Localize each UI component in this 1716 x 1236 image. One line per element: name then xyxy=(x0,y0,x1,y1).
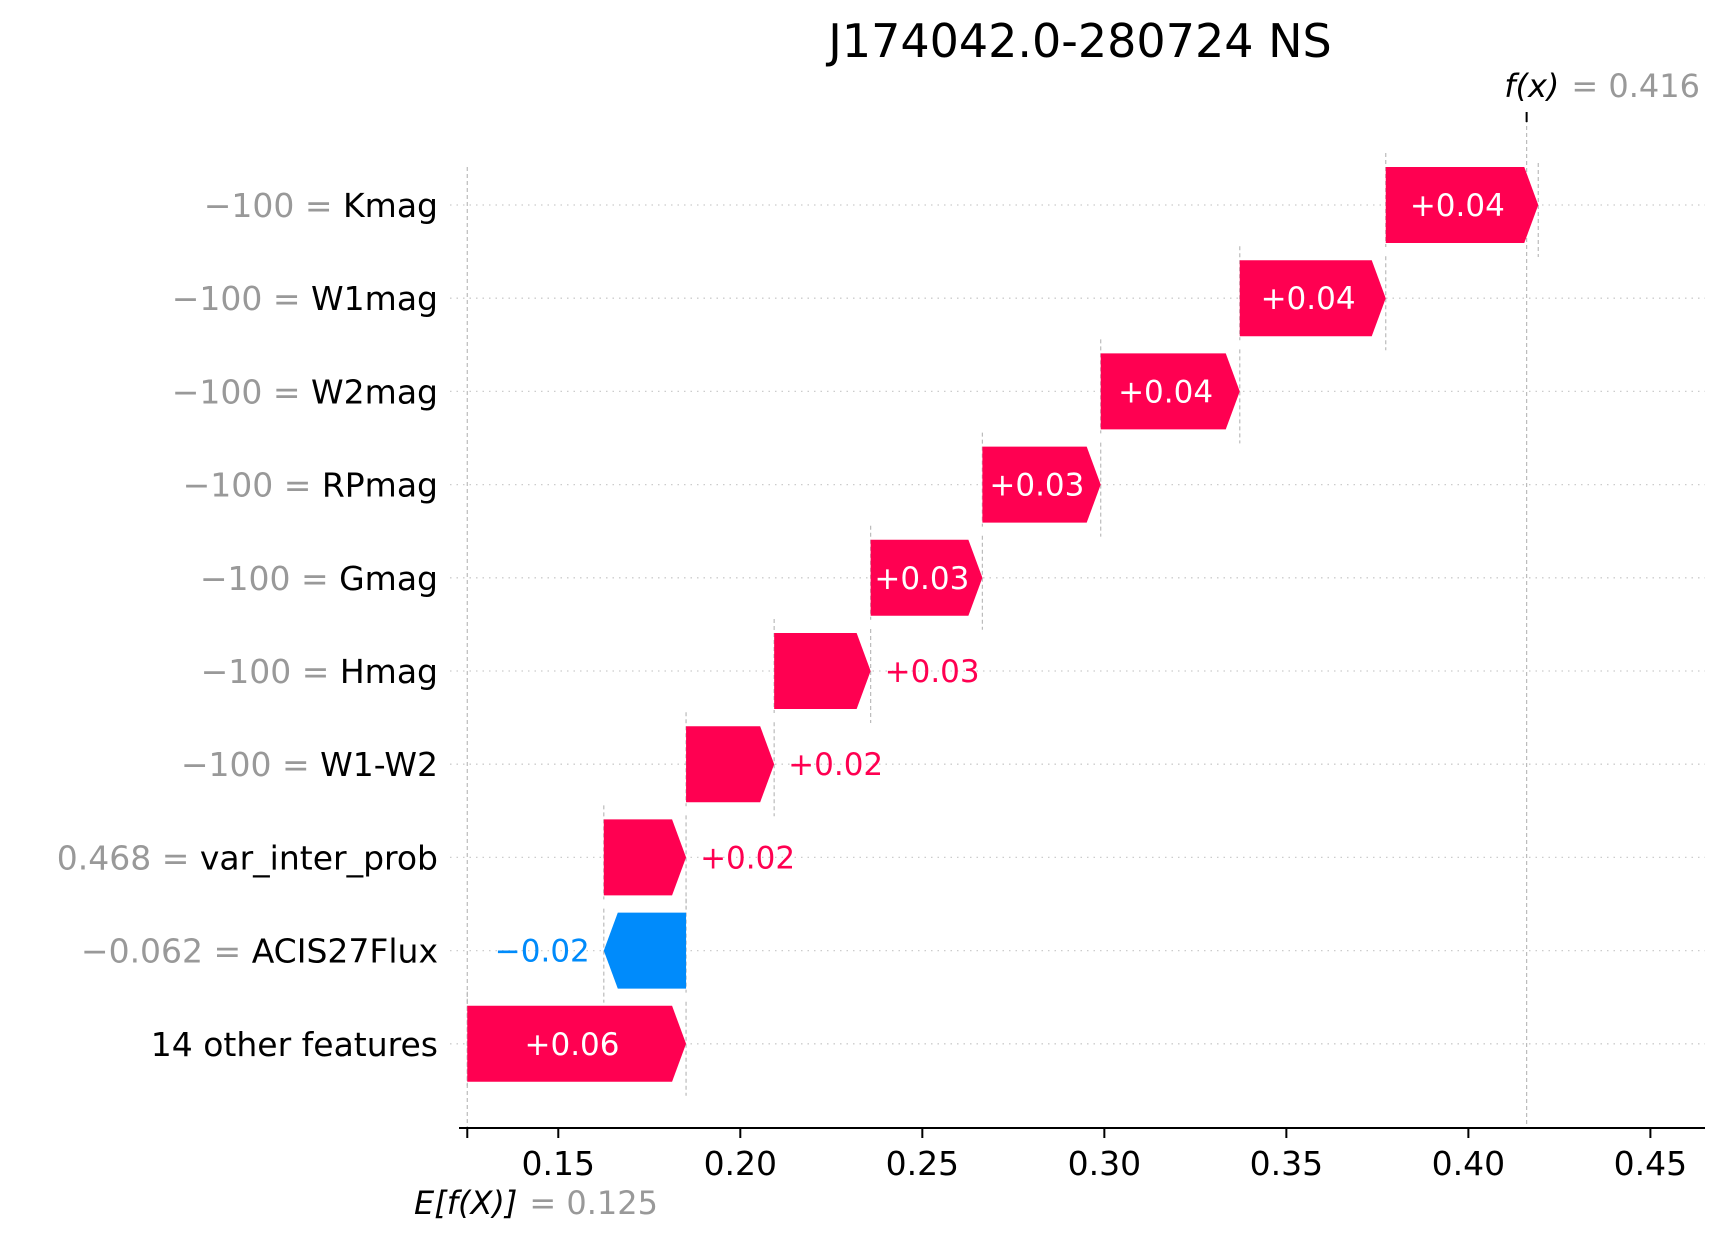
feature-name: ACIS27Flux xyxy=(252,932,438,971)
feature-label: −100 = Gmag xyxy=(200,559,438,598)
base-value: = 0.125 xyxy=(529,1184,658,1222)
feature-label: −100 = W2mag xyxy=(172,372,438,411)
feature-label: −100 = W1mag xyxy=(172,279,438,318)
feature-name: W1mag xyxy=(311,279,438,318)
feature-value: −100 = xyxy=(204,186,343,225)
feature-value: −100 = xyxy=(200,559,339,598)
feature-value: −0.062 = xyxy=(81,932,252,971)
output-label: f(x) xyxy=(1504,67,1559,105)
feature-name: Gmag xyxy=(339,559,438,598)
feature-value: −100 = xyxy=(181,745,320,784)
bar-value-label: +0.02 xyxy=(788,747,883,783)
base-label: E[f(X)] xyxy=(414,1184,517,1222)
bar-value-label: +0.04 xyxy=(1261,281,1356,317)
shap-bar xyxy=(1385,167,1539,243)
output-value-annotation: f(x) = 0.416 xyxy=(1504,67,1700,105)
feature-name: RPmag xyxy=(322,466,438,505)
feature-value: 0.468 = xyxy=(57,838,200,877)
feature-label: −100 = Kmag xyxy=(204,186,438,225)
x-tick-label: 0.25 xyxy=(886,1144,959,1183)
x-tick-label: 0.30 xyxy=(1068,1144,1141,1183)
bar-value-label: +0.03 xyxy=(989,468,1084,504)
shap-bar xyxy=(603,912,687,989)
base-value-annotation: E[f(X)] = 0.125 xyxy=(414,1184,658,1222)
bar-value-label: +0.06 xyxy=(525,1027,620,1063)
x-tick-label: 0.40 xyxy=(1432,1144,1505,1183)
output-value: = 0.416 xyxy=(1571,67,1700,105)
feature-label: 14 other features xyxy=(151,1025,438,1064)
feature-value: −100 = xyxy=(201,652,340,691)
feature-value: −100 = xyxy=(172,279,311,318)
shap-bar xyxy=(467,1005,687,1082)
x-tick-label: 0.15 xyxy=(522,1144,595,1183)
feature-label: −100 = Hmag xyxy=(201,652,438,691)
shap-bar xyxy=(870,539,983,616)
shap-bar xyxy=(1239,260,1386,337)
annotations-group: f(x) = 0.416 E[f(X)] = 0.125 xyxy=(414,67,1700,1222)
feature-label: 0.468 = var_inter_prob xyxy=(57,838,438,877)
feature-name: 14 other features xyxy=(151,1025,438,1064)
feature-label: −100 = W1-W2 xyxy=(181,745,438,784)
feature-label: −100 = RPmag xyxy=(183,466,438,505)
x-tick-label: 0.45 xyxy=(1614,1144,1687,1183)
bar-value-label: +0.04 xyxy=(1410,188,1505,224)
bar-value-label: −0.02 xyxy=(495,934,590,970)
bar-value-label: +0.04 xyxy=(1118,374,1213,410)
shap-bar xyxy=(686,726,775,803)
shap-bar xyxy=(1100,353,1240,430)
x-axis: 0.15 0.20 0.25 0.30 0.35 0.40 0.45 xyxy=(459,1127,1705,1183)
shap-bar xyxy=(603,819,687,896)
bar-value-label: +0.03 xyxy=(874,561,969,597)
feature-name: var_inter_prob xyxy=(200,838,438,877)
feature-name: W1-W2 xyxy=(320,745,438,784)
feature-value: −100 = xyxy=(183,466,322,505)
shap-bar xyxy=(774,633,871,709)
feature-label: −0.062 = ACIS27Flux xyxy=(81,932,438,971)
x-tick-label: 0.35 xyxy=(1250,1144,1323,1183)
x-tick-label: 0.20 xyxy=(704,1144,777,1183)
shap-bar xyxy=(982,446,1101,523)
bar-value-label: +0.03 xyxy=(885,654,980,690)
bars-group: +0.04 +0.04 +0.04 +0.03 +0.03 +0.03 +0.02 +0.02… xyxy=(467,167,1539,1082)
feature-name: Kmag xyxy=(343,186,438,225)
feature-value: −100 = xyxy=(172,372,311,411)
chart-title: J174042.0-280724 NS xyxy=(825,14,1331,68)
feature-labels-group: −100 = Kmag−100 = W1mag−100 = W2mag−100 … xyxy=(57,186,438,1064)
feature-name: W2mag xyxy=(311,372,438,411)
feature-name: Hmag xyxy=(340,652,438,691)
bar-value-label: +0.02 xyxy=(700,840,795,876)
reference-lines xyxy=(466,112,1528,1128)
